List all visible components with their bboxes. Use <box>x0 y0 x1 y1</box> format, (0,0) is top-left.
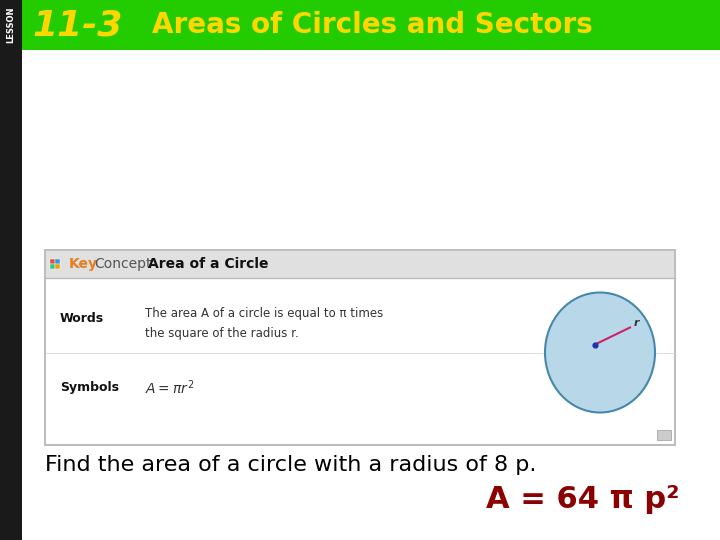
Bar <box>55 264 60 269</box>
Text: 11-3: 11-3 <box>32 8 122 42</box>
Text: The area A of a circle is equal to π times: The area A of a circle is equal to π tim… <box>145 307 383 320</box>
Text: $A = \pi r^2$: $A = \pi r^2$ <box>145 379 194 397</box>
Text: Key: Key <box>69 257 98 271</box>
Text: r: r <box>634 318 639 327</box>
Text: Symbols: Symbols <box>60 381 119 395</box>
Text: Area of a Circle: Area of a Circle <box>148 257 269 271</box>
Bar <box>50 264 55 269</box>
Text: Words: Words <box>60 312 104 325</box>
Text: Concept: Concept <box>94 257 151 271</box>
Bar <box>0 0 22 540</box>
Bar <box>50 259 55 264</box>
Text: Find the area of a circle with a radius of 8 p.: Find the area of a circle with a radius … <box>45 455 536 475</box>
Bar <box>45 250 675 445</box>
Bar <box>0 0 720 50</box>
Text: A = 64 π p²: A = 64 π p² <box>487 485 680 515</box>
Bar <box>55 259 60 264</box>
Bar <box>45 250 675 278</box>
Text: the square of the radius r.: the square of the radius r. <box>145 327 299 340</box>
Text: Areas of Circles and Sectors: Areas of Circles and Sectors <box>152 11 593 39</box>
Text: LESSON: LESSON <box>6 6 16 43</box>
Bar <box>45 250 675 445</box>
Ellipse shape <box>545 293 655 413</box>
Bar <box>657 430 671 440</box>
